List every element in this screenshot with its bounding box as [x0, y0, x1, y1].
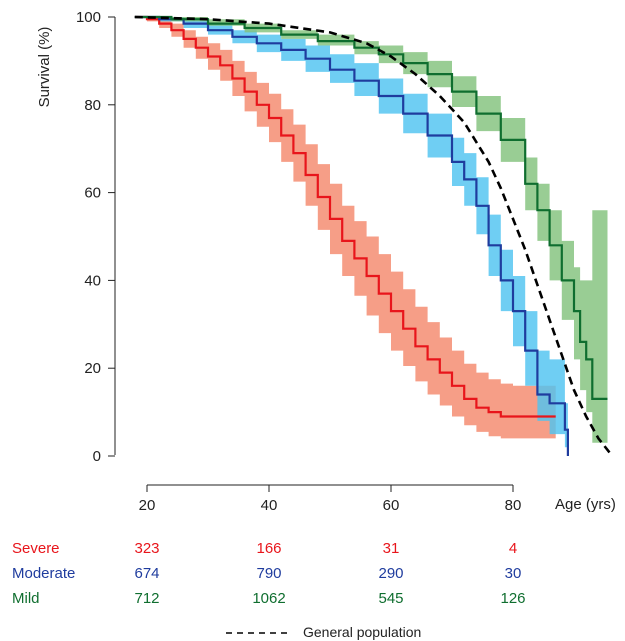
x-axis-title: Age (yrs) [555, 496, 616, 513]
risk-value-mild: 126 [500, 590, 525, 607]
risk-value-mild: 1062 [252, 590, 285, 607]
risk-value-severe: 4 [509, 540, 517, 557]
risk-value-moderate: 674 [134, 565, 159, 582]
band-mild [134, 17, 608, 443]
legend-label-general-population: General population [303, 624, 421, 640]
risk-value-severe: 166 [256, 540, 281, 557]
risk-value-moderate: 30 [505, 565, 522, 582]
y-tick-label: 100 [76, 9, 101, 26]
risk-value-moderate: 790 [256, 565, 281, 582]
x-tick-label: 60 [383, 497, 400, 514]
line-mild [134, 15, 608, 400]
y-tick-label: 80 [84, 97, 101, 114]
y-tick-label: 40 [84, 272, 101, 289]
legend: General population [226, 624, 421, 640]
x-tick-label: 80 [505, 497, 522, 514]
x-axis: 20 40 60 80 Age (yrs) [139, 484, 616, 514]
risk-row-label-moderate: Moderate [12, 565, 75, 582]
risk-value-severe: 323 [134, 540, 159, 557]
risk-row-label-severe: Severe [12, 540, 60, 557]
y-axis: 0 20 40 60 80 100 Survival (%) [36, 9, 116, 465]
x-tick-label: 20 [139, 497, 156, 514]
confidence-bands [134, 17, 608, 456]
y-axis-title: Survival (%) [36, 27, 53, 108]
risk-row-label-mild: Mild [12, 590, 40, 607]
band-severe [134, 17, 556, 439]
y-tick-label: 20 [84, 360, 101, 377]
risk-value-moderate: 290 [378, 565, 403, 582]
line-moderate [134, 15, 569, 456]
risk-value-mild: 545 [378, 590, 403, 607]
risk-value-mild: 712 [134, 590, 159, 607]
number-at-risk-table: Severe 323 166 31 4 Moderate 674 790 290 30 Mild 71… [12, 540, 526, 607]
risk-value-severe: 31 [383, 540, 400, 557]
line-general-population [134, 15, 612, 455]
line-severe [134, 15, 556, 418]
y-tick-label: 60 [84, 185, 101, 202]
survival-curves [134, 15, 612, 456]
y-tick-label: 0 [93, 448, 101, 465]
x-tick-label: 40 [261, 497, 278, 514]
